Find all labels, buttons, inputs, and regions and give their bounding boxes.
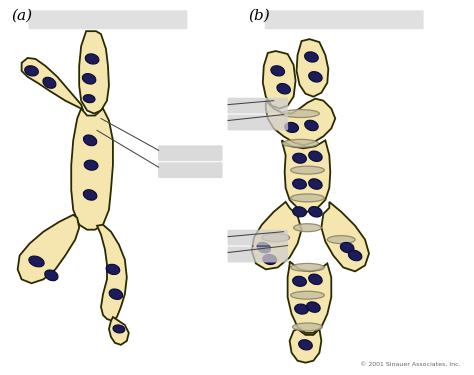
Ellipse shape	[309, 207, 322, 217]
Ellipse shape	[340, 242, 354, 253]
Ellipse shape	[277, 84, 291, 94]
Ellipse shape	[307, 302, 320, 312]
Ellipse shape	[106, 264, 120, 274]
FancyBboxPatch shape	[228, 114, 288, 130]
FancyBboxPatch shape	[158, 162, 223, 178]
FancyBboxPatch shape	[158, 146, 223, 161]
Ellipse shape	[291, 194, 324, 202]
Ellipse shape	[293, 224, 321, 232]
Ellipse shape	[257, 242, 271, 253]
Ellipse shape	[285, 122, 299, 132]
Polygon shape	[282, 140, 330, 212]
Ellipse shape	[291, 263, 324, 272]
Polygon shape	[97, 225, 127, 321]
Ellipse shape	[29, 256, 44, 267]
Ellipse shape	[291, 166, 324, 174]
Ellipse shape	[292, 153, 306, 163]
Polygon shape	[18, 215, 79, 283]
Ellipse shape	[295, 304, 309, 314]
Ellipse shape	[83, 190, 97, 200]
Ellipse shape	[262, 234, 290, 242]
Ellipse shape	[83, 135, 97, 146]
Ellipse shape	[82, 74, 96, 84]
Ellipse shape	[305, 52, 318, 62]
Ellipse shape	[309, 179, 322, 189]
Ellipse shape	[25, 66, 38, 76]
Ellipse shape	[271, 66, 284, 76]
Ellipse shape	[84, 160, 98, 170]
Ellipse shape	[291, 291, 324, 299]
Polygon shape	[109, 317, 129, 345]
Ellipse shape	[328, 236, 355, 244]
FancyBboxPatch shape	[228, 230, 288, 246]
Ellipse shape	[45, 270, 58, 281]
Ellipse shape	[309, 72, 322, 82]
Ellipse shape	[85, 54, 99, 64]
Ellipse shape	[282, 110, 319, 117]
FancyBboxPatch shape	[228, 246, 288, 262]
Ellipse shape	[43, 77, 56, 88]
Polygon shape	[71, 109, 113, 230]
FancyBboxPatch shape	[265, 10, 424, 29]
FancyBboxPatch shape	[28, 10, 187, 29]
Text: (b): (b)	[248, 8, 270, 22]
Polygon shape	[321, 202, 369, 272]
Text: (a): (a)	[12, 8, 33, 22]
FancyBboxPatch shape	[228, 98, 288, 114]
Ellipse shape	[309, 274, 322, 285]
Ellipse shape	[305, 120, 318, 131]
Polygon shape	[266, 99, 335, 146]
Polygon shape	[263, 51, 296, 109]
Polygon shape	[288, 261, 331, 333]
Ellipse shape	[292, 207, 306, 217]
Polygon shape	[297, 39, 328, 97]
Ellipse shape	[83, 94, 95, 103]
Ellipse shape	[292, 323, 322, 331]
Ellipse shape	[299, 340, 312, 350]
Polygon shape	[252, 202, 301, 269]
Ellipse shape	[263, 254, 277, 264]
Ellipse shape	[348, 250, 362, 261]
Polygon shape	[79, 31, 109, 114]
Text: © 2001 Sinauer Associates, Inc.: © 2001 Sinauer Associates, Inc.	[360, 362, 460, 367]
Polygon shape	[22, 58, 83, 111]
Ellipse shape	[109, 289, 123, 300]
Polygon shape	[290, 329, 321, 363]
Ellipse shape	[283, 140, 319, 147]
Ellipse shape	[292, 179, 306, 189]
Ellipse shape	[113, 325, 125, 333]
Ellipse shape	[309, 151, 322, 162]
Ellipse shape	[292, 276, 306, 286]
